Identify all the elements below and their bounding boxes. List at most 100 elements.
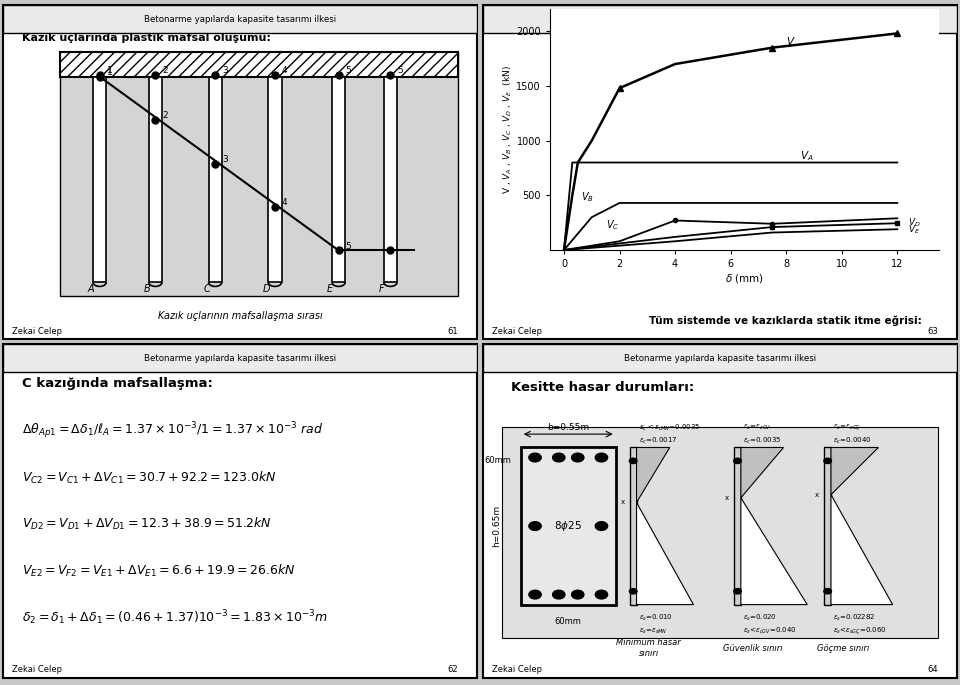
Circle shape bbox=[630, 458, 637, 464]
Circle shape bbox=[733, 458, 741, 464]
Text: 5: 5 bbox=[346, 242, 351, 251]
Text: Kesitte hasar durumları:: Kesitte hasar durumları: bbox=[512, 381, 695, 394]
Text: $\varepsilon_s$=0.02282: $\varepsilon_s$=0.02282 bbox=[833, 613, 876, 623]
Bar bbox=[384, 77, 397, 282]
Text: E: E bbox=[326, 284, 333, 295]
Text: Betonarme yapılarda kapasite tasarımı ilkesi: Betonarme yapılarda kapasite tasarımı il… bbox=[144, 353, 336, 362]
Text: x: x bbox=[815, 492, 819, 497]
Circle shape bbox=[529, 590, 541, 599]
Text: 5: 5 bbox=[346, 66, 351, 75]
Text: Zekai Celep: Zekai Celep bbox=[492, 327, 542, 336]
Bar bbox=[60, 51, 458, 296]
Text: $V_{C2} = V_{C1} + \Delta V_{C1} = 30.7 + 92.2 = 123.0kN$: $V_{C2} = V_{C1} + \Delta V_{C1} = 30.7 … bbox=[22, 469, 276, 486]
Text: $8\phi25$: $8\phi25$ bbox=[554, 519, 582, 533]
Text: $\varepsilon_c$=0.0035: $\varepsilon_c$=0.0035 bbox=[743, 436, 781, 446]
Text: Kazık uçlarının mafsallaşma sırası: Kazık uçlarının mafsallaşma sırası bbox=[157, 312, 323, 321]
Text: Zekai Celep: Zekai Celep bbox=[12, 665, 62, 674]
Circle shape bbox=[595, 453, 608, 462]
Text: 60mm: 60mm bbox=[485, 456, 512, 465]
Bar bbox=[734, 447, 741, 605]
Text: $V_C$: $V_C$ bbox=[606, 218, 619, 232]
Polygon shape bbox=[831, 495, 893, 605]
Bar bbox=[268, 77, 281, 282]
Text: $\varepsilon_s$=0.010: $\varepsilon_s$=0.010 bbox=[639, 613, 673, 623]
Text: 60mm: 60mm bbox=[555, 616, 582, 626]
Text: F: F bbox=[378, 284, 384, 295]
Text: 5: 5 bbox=[397, 66, 403, 75]
Bar bbox=[3, 5, 477, 33]
Text: b=0.55m: b=0.55m bbox=[547, 423, 589, 432]
Y-axis label: V , $V_A$ , $V_B$ , $V_C$ , $V_D$ , $V_E$  (kN): V , $V_A$ , $V_B$ , $V_C$ , $V_D$ , $V_E… bbox=[501, 65, 514, 194]
Bar bbox=[3, 344, 477, 372]
Text: B: B bbox=[144, 284, 151, 295]
Circle shape bbox=[824, 458, 831, 464]
Text: $\varepsilon_c$=0.0040: $\varepsilon_c$=0.0040 bbox=[833, 436, 872, 446]
Text: $\varepsilon_c<\varepsilon_{cMN}$=0.0035: $\varepsilon_c<\varepsilon_{cMN}$=0.0035 bbox=[639, 423, 701, 432]
Bar bbox=[483, 5, 957, 33]
Bar bbox=[521, 447, 615, 605]
Text: $\varepsilon_c$=0.0017: $\varepsilon_c$=0.0017 bbox=[639, 436, 678, 446]
Circle shape bbox=[824, 588, 831, 594]
Polygon shape bbox=[636, 503, 693, 605]
Text: Tüm sistemde ve kazıklarda statik itme eğrisi:: Tüm sistemde ve kazıklarda statik itme e… bbox=[649, 315, 922, 326]
Circle shape bbox=[595, 590, 608, 599]
Bar bbox=[60, 51, 458, 77]
Text: Betonarme yapılarda kapasite tasarımı ilkesi: Betonarme yapılarda kapasite tasarımı il… bbox=[624, 353, 816, 362]
Text: 2: 2 bbox=[162, 112, 168, 121]
Polygon shape bbox=[636, 447, 670, 503]
Text: C kazığında mafsallaşma:: C kazığında mafsallaşma: bbox=[22, 377, 213, 390]
Circle shape bbox=[571, 453, 584, 462]
Circle shape bbox=[595, 522, 608, 530]
Text: $V_D$: $V_D$ bbox=[908, 217, 922, 229]
Text: 4: 4 bbox=[282, 199, 288, 208]
Text: 1: 1 bbox=[107, 68, 112, 77]
Text: x: x bbox=[725, 495, 730, 501]
Text: 1: 1 bbox=[107, 66, 112, 75]
Text: Minimum hasar
sınırı: Minimum hasar sınırı bbox=[616, 638, 682, 658]
Text: C: C bbox=[204, 284, 210, 295]
Text: $\delta_2 = \delta_1 + \Delta\delta_1 = (0.46 + 1.37)10^{-3} = 1.83\times10^{-3}: $\delta_2 = \delta_1 + \Delta\delta_1 = … bbox=[22, 609, 328, 627]
Text: 2: 2 bbox=[162, 66, 168, 75]
Text: $\varepsilon_c$=$\varepsilon_{cGÇ}$: $\varepsilon_c$=$\varepsilon_{cGÇ}$ bbox=[833, 422, 861, 433]
Text: $V_B$: $V_B$ bbox=[581, 190, 593, 203]
Bar bbox=[93, 77, 107, 282]
Circle shape bbox=[553, 590, 564, 599]
Bar bbox=[825, 447, 831, 605]
Text: Betonarme yapılarda kapasite tasarımı ilkesi: Betonarme yapılarda kapasite tasarımı il… bbox=[144, 14, 336, 23]
Polygon shape bbox=[741, 447, 783, 498]
Circle shape bbox=[571, 590, 584, 599]
Text: 62: 62 bbox=[447, 665, 458, 674]
Bar bbox=[208, 77, 222, 282]
Circle shape bbox=[630, 588, 637, 594]
Bar bbox=[630, 447, 636, 605]
Text: $V_{E2} = V_{F2} = V_{E1} + \Delta V_{E1} = 6.6 + 19.9 = 26.6kN$: $V_{E2} = V_{F2} = V_{E1} + \Delta V_{E1… bbox=[22, 563, 296, 580]
Text: x: x bbox=[621, 499, 625, 506]
Text: 3: 3 bbox=[223, 66, 228, 75]
Text: $\varepsilon_s$=$\varepsilon_{sMN}$: $\varepsilon_s$=$\varepsilon_{sMN}$ bbox=[639, 627, 667, 636]
Text: Zekai Celep: Zekai Celep bbox=[12, 327, 62, 336]
Polygon shape bbox=[831, 447, 878, 495]
Bar bbox=[149, 77, 162, 282]
Text: 4: 4 bbox=[282, 66, 288, 75]
Text: 64: 64 bbox=[927, 665, 938, 674]
Text: A: A bbox=[87, 284, 94, 295]
Text: h=0.65m: h=0.65m bbox=[492, 505, 502, 547]
Text: 61: 61 bbox=[447, 327, 458, 336]
Text: Kazık uçlarında plastik mafsal oluşumu:: Kazık uçlarında plastik mafsal oluşumu: bbox=[22, 34, 271, 43]
Circle shape bbox=[733, 588, 741, 594]
Text: $\varepsilon_s$<$\varepsilon_{cGV}$=0.040: $\varepsilon_s$<$\varepsilon_{cGV}$=0.04… bbox=[743, 626, 797, 636]
Text: $V$: $V$ bbox=[786, 36, 796, 47]
Bar bbox=[332, 77, 346, 282]
Circle shape bbox=[553, 453, 564, 462]
Text: Göçme sınırı: Göçme sınırı bbox=[817, 644, 870, 653]
Text: $V_{D2} = V_{D1} + \Delta V_{D1} = 12.3 + 38.9 = 51.2kN$: $V_{D2} = V_{D1} + \Delta V_{D1} = 12.3 … bbox=[22, 516, 272, 532]
Text: Betonarme yapılarda kapasite tasarımı ilkesi: Betonarme yapılarda kapasite tasarımı il… bbox=[624, 14, 816, 23]
Text: $\varepsilon_s$=0.020: $\varepsilon_s$=0.020 bbox=[743, 613, 778, 623]
Text: Güvenlik sınırı: Güvenlik sınırı bbox=[724, 644, 783, 653]
Text: 63: 63 bbox=[927, 327, 938, 336]
Circle shape bbox=[529, 453, 541, 462]
Text: D: D bbox=[263, 284, 271, 295]
Text: 3: 3 bbox=[223, 155, 228, 164]
Bar bbox=[483, 344, 957, 372]
Text: Zekai Celep: Zekai Celep bbox=[492, 665, 542, 674]
